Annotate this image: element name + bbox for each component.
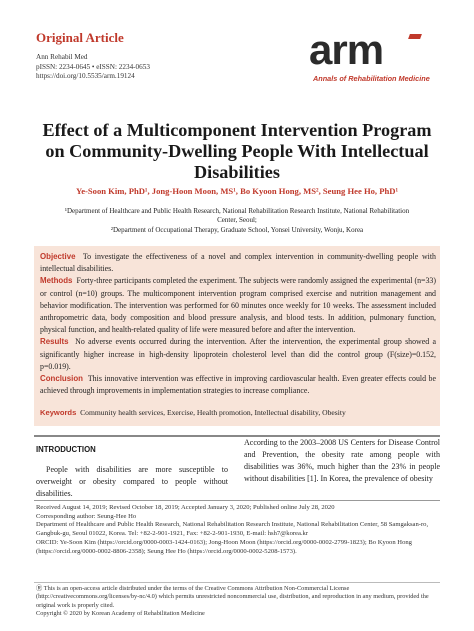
doi-link[interactable]: https://doi.org/10.5535/arm.19124: [36, 72, 135, 81]
article-footer: Received August 14, 2019; Revised Octobe…: [36, 504, 440, 556]
methods-label: Methods: [40, 276, 73, 286]
logo-accent: [408, 34, 422, 39]
orcid-list: ORCID: Ye-Soon Kim (https://orcid.org/00…: [36, 538, 412, 555]
objective-text: To investigate the effectiveness of a no…: [40, 252, 436, 274]
objective-label: Objective: [40, 252, 76, 261]
affiliation-2: ²Department of Occupational Therapy, Gra…: [110, 225, 364, 234]
article-type-label: Original Article: [36, 30, 124, 45]
affiliation-1: ¹Department of Healthcare and Public Hea…: [64, 207, 410, 225]
logo-text: arm: [309, 26, 384, 73]
abstract-box: [34, 246, 440, 426]
left-column: INTRODUCTION People with disabilities ar…: [36, 444, 228, 500]
left-paragraph: People with disabilities are more suscep…: [36, 465, 228, 498]
logo-subtitle: Annals of Rehabilitation Medicine: [313, 74, 430, 83]
article-title: Effect of a Multicomponent Intervention …: [42, 120, 432, 182]
introduction-heading: INTRODUCTION: [36, 445, 96, 454]
right-paragraph: According to the 2003–2008 US Centers fo…: [244, 438, 440, 483]
methods-text: Forty-three participants completed the e…: [40, 276, 436, 335]
corresponding-author: Corresponding author: Seung-Hee Ho: [36, 512, 137, 520]
copyright: Copyright © 2020 by Korean Academy of Re…: [36, 610, 205, 618]
conclusion-text: This innovative intervention was effecti…: [40, 374, 436, 396]
abstract: Objective To investigate the effectivene…: [40, 251, 436, 397]
journal-meta: Ann Rehabil Med pISSN: 2234-0645 • eISSN…: [36, 53, 150, 82]
author-list: Ye-Soon Kim, PhD¹, Jong-Hoon Moon, MS¹, …: [75, 186, 399, 196]
cc-icon: Ⓡ: [36, 585, 43, 592]
section-divider: [34, 435, 440, 437]
keywords: Keywords Community health services, Exer…: [40, 408, 436, 417]
right-column: According to the 2003–2008 US Centers fo…: [244, 437, 440, 485]
footer-divider: [34, 500, 440, 501]
results-label: Results: [40, 337, 69, 347]
license-text: Ⓡ This is an open-access article distrib…: [36, 585, 429, 609]
issn: pISSN: 2234-0645 • eISSN: 2234-0653: [36, 62, 150, 71]
corresponding-address: Department of Healthcare and Public Heal…: [36, 521, 429, 538]
abstract-objective: Objective To investigate the effectivene…: [40, 251, 436, 275]
journal-name: Ann Rehabil Med: [36, 53, 88, 61]
journal-logo: arm Annals of Rehabilitation Medicine: [305, 26, 437, 86]
conclusion-label: Conclusion: [40, 374, 83, 384]
keywords-label: Keywords: [40, 408, 77, 417]
results-text: No adverse events occurred during the in…: [40, 337, 436, 371]
received-dates: Received August 14, 2019; Revised Octobe…: [36, 504, 335, 511]
abstract-results: Results No adverse events occurred durin…: [40, 336, 436, 373]
license-divider: [34, 582, 440, 583]
keywords-text: Community health services, Exercise, Hea…: [80, 408, 346, 417]
abstract-conclusion: Conclusion This innovative intervention …: [40, 373, 436, 397]
affiliations: ¹Department of Healthcare and Public Hea…: [60, 207, 414, 235]
license-block: Ⓡ This is an open-access article distrib…: [36, 585, 440, 619]
abstract-methods: Methods Forty-three participants complet…: [40, 275, 436, 336]
